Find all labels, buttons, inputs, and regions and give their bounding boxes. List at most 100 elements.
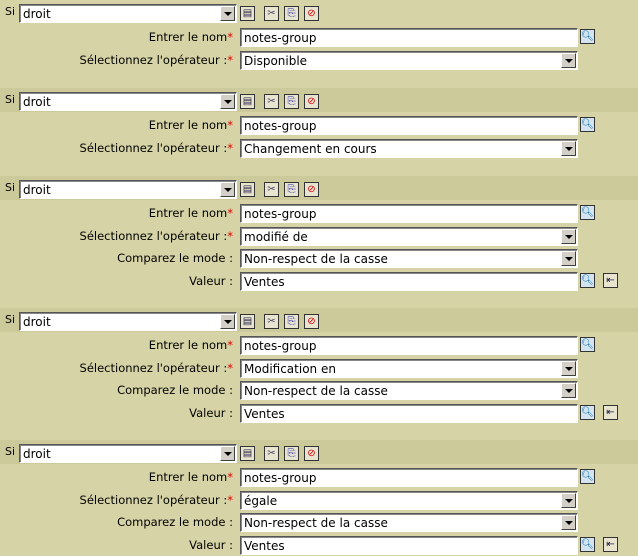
properties-icon[interactable]: ▤	[240, 182, 255, 197]
compare-label: Comparez le mode :	[117, 515, 233, 530]
search-icon[interactable]: 🔍︎	[580, 29, 595, 44]
subject-select[interactable]: droit	[19, 444, 237, 463]
required-marker: *	[227, 52, 233, 67]
copy-icon[interactable]: ⎘	[284, 446, 299, 461]
compare-select[interactable]: Non-respect de la casse	[240, 513, 578, 533]
chevron-down-icon[interactable]	[220, 446, 235, 461]
search-icon[interactable]: 🔍︎	[580, 469, 595, 484]
insert-parameter-icon[interactable]: ⇤	[603, 537, 618, 553]
search-icon[interactable]: 🔍︎	[580, 205, 595, 220]
compare-select[interactable]: Non-respect de la casse	[240, 381, 578, 401]
condition-block: Si droit ▤ ✂ ⎘ ⊘ Entrer le nom* notes-gro…	[0, 308, 638, 440]
subject-select[interactable]: droit	[19, 312, 237, 331]
if-label: Si	[5, 5, 16, 18]
chevron-down-icon[interactable]	[561, 492, 576, 508]
compare-label: Comparez le mode :	[117, 251, 233, 266]
chevron-down-icon[interactable]	[561, 228, 576, 244]
compare-select[interactable]: Non-respect de la casse	[240, 249, 578, 269]
compare-label: Comparez le mode :	[117, 383, 233, 398]
name-input[interactable]: notes-group	[240, 116, 578, 135]
properties-icon[interactable]: ▤	[240, 6, 255, 21]
name-label: Entrer le nom*	[148, 470, 233, 484]
search-icon[interactable]: 🔍︎	[580, 273, 595, 289]
chevron-down-icon[interactable]	[561, 52, 576, 68]
operator-select[interactable]: Changement en cours	[240, 138, 578, 158]
delete-icon[interactable]: ⊘	[304, 182, 319, 197]
search-icon[interactable]: 🔍︎	[580, 117, 595, 132]
search-icon[interactable]: 🔍︎	[580, 337, 595, 352]
properties-icon[interactable]: ▤	[240, 314, 255, 329]
name-label: Entrer le nom*	[148, 206, 233, 220]
chevron-down-icon[interactable]	[561, 251, 576, 267]
if-label: Si	[5, 181, 16, 194]
insert-parameter-icon[interactable]: ⇤	[603, 405, 618, 421]
cut-icon[interactable]: ✂	[264, 94, 279, 109]
subject-select[interactable]: droit	[19, 180, 237, 199]
chevron-down-icon[interactable]	[220, 94, 235, 109]
operator-label: Sélectionnez l'opérateur :*	[79, 492, 233, 507]
condition-block: Si droit ▤ ✂ ⎘ ⊘ Entrer le nom* notes-gro…	[0, 88, 638, 176]
insert-parameter-icon[interactable]: ⇤	[603, 273, 618, 289]
operator-select[interactable]: modifié de	[240, 226, 578, 246]
properties-icon[interactable]: ▤	[240, 446, 255, 461]
chevron-down-icon[interactable]	[561, 383, 576, 399]
operator-label: Sélectionnez l'opérateur :*	[79, 360, 233, 375]
operator-value: Changement en cours	[244, 141, 377, 156]
chevron-down-icon[interactable]	[220, 6, 235, 21]
compare-value: Non-respect de la casse	[244, 516, 388, 531]
value-input[interactable]: Ventes	[240, 404, 578, 424]
chevron-down-icon[interactable]	[561, 515, 576, 531]
name-input[interactable]: notes-group	[240, 28, 578, 47]
chevron-down-icon[interactable]	[561, 360, 576, 376]
if-label: Si	[5, 93, 16, 106]
value-input[interactable]: Ventes	[240, 536, 578, 556]
required-marker: *	[227, 360, 233, 375]
copy-icon[interactable]: ⎘	[284, 94, 299, 109]
operator-label: Sélectionnez l'opérateur :*	[79, 52, 233, 67]
properties-icon[interactable]: ▤	[240, 94, 255, 109]
subject-select[interactable]: droit	[19, 4, 237, 23]
required-marker: *	[227, 470, 233, 484]
cut-icon[interactable]: ✂	[264, 6, 279, 21]
operator-label: Sélectionnez l'opérateur :*	[79, 228, 233, 243]
search-icon[interactable]: 🔍︎	[580, 537, 595, 553]
cut-icon[interactable]: ✂	[264, 182, 279, 197]
operator-select[interactable]: égale	[240, 490, 578, 510]
name-input[interactable]: notes-group	[240, 204, 578, 223]
delete-icon[interactable]: ⊘	[304, 314, 319, 329]
copy-icon[interactable]: ⎘	[284, 6, 299, 21]
name-value: notes-group	[244, 31, 317, 45]
cut-icon[interactable]: ✂	[264, 314, 279, 329]
name-input[interactable]: notes-group	[240, 336, 578, 355]
operator-select[interactable]: Modification en	[240, 358, 578, 378]
condition-block: Si droit ▤ ✂ ⎘ ⊘ Entrer le nom* notes-gro…	[0, 176, 638, 308]
condition-block: Si droit ▤ ✂ ⎘ ⊘ Entrer le nom* notes-gro…	[0, 440, 638, 556]
subject-value: droit	[23, 447, 51, 461]
name-input[interactable]: notes-group	[240, 468, 578, 487]
operator-select[interactable]: Disponible	[240, 50, 578, 70]
cut-icon[interactable]: ✂	[264, 446, 279, 461]
operator-label: Sélectionnez l'opérateur :*	[79, 140, 233, 155]
chevron-down-icon[interactable]	[220, 314, 235, 329]
name-value: notes-group	[244, 119, 317, 133]
name-value: notes-group	[244, 207, 317, 221]
delete-icon[interactable]: ⊘	[304, 94, 319, 109]
copy-icon[interactable]: ⎘	[284, 182, 299, 197]
name-label: Entrer le nom*	[148, 30, 233, 44]
chevron-down-icon[interactable]	[561, 140, 576, 156]
required-marker: *	[227, 118, 233, 132]
value-input[interactable]: Ventes	[240, 272, 578, 292]
subject-value: droit	[23, 183, 51, 197]
required-marker: *	[227, 228, 233, 243]
delete-icon[interactable]: ⊘	[304, 446, 319, 461]
value-value: Ventes	[244, 539, 285, 554]
delete-icon[interactable]: ⊘	[304, 6, 319, 21]
search-icon[interactable]: 🔍︎	[580, 405, 595, 421]
chevron-down-icon[interactable]	[220, 182, 235, 197]
required-marker: *	[227, 140, 233, 155]
copy-icon[interactable]: ⎘	[284, 314, 299, 329]
condition-block: Si droit ▤ ✂ ⎘ ⊘ Entrer le nom* notes-gro…	[0, 0, 638, 88]
compare-value: Non-respect de la casse	[244, 252, 388, 267]
subject-select[interactable]: droit	[19, 92, 237, 111]
if-label: Si	[5, 445, 16, 458]
